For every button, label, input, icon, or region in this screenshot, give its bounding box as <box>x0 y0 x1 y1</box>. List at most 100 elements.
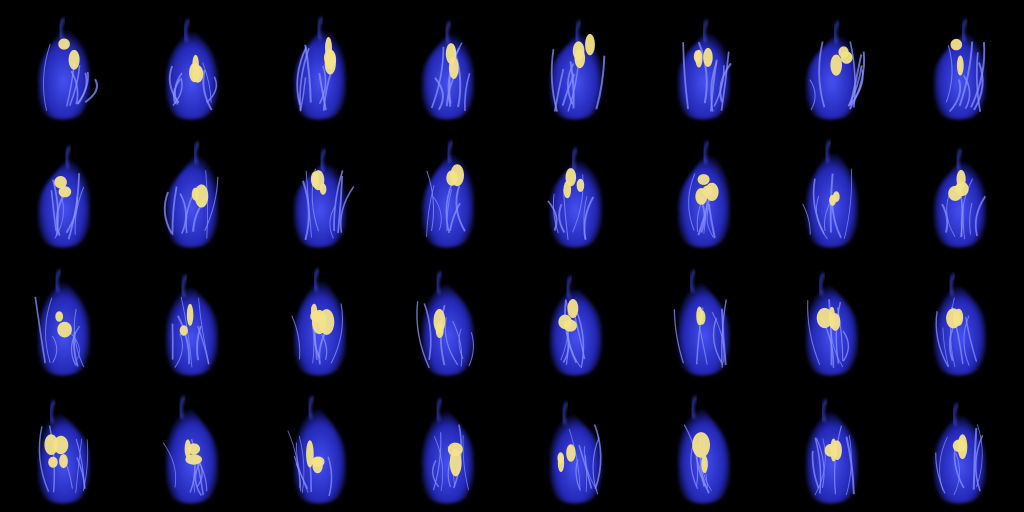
flame-core <box>832 191 840 203</box>
flame-frame <box>640 128 768 256</box>
flame-core <box>576 178 585 192</box>
flame-tip <box>952 402 959 426</box>
flame-wisp <box>949 79 962 113</box>
flame-sprite <box>162 395 219 504</box>
flame-sprite <box>677 140 731 248</box>
flame-core <box>558 314 572 330</box>
flame-wisp <box>444 317 459 366</box>
flame-frame <box>256 256 384 384</box>
flame-wisp <box>204 176 219 232</box>
flame-wisp <box>584 455 588 493</box>
flame-sprite <box>549 20 606 120</box>
flame-wisp <box>50 190 57 232</box>
flame-wisp <box>305 170 313 238</box>
flame-tip <box>833 20 840 44</box>
flame-tip <box>435 271 443 295</box>
flame-tip <box>49 400 56 424</box>
flame-sprite <box>933 273 987 376</box>
flame-frame <box>896 384 1024 512</box>
flame-wisp <box>34 296 46 364</box>
flame-sprite <box>163 141 219 248</box>
flame-core <box>312 457 323 474</box>
flame-wisp <box>298 436 305 493</box>
flame-core <box>447 442 463 457</box>
flame-wisp <box>43 44 51 112</box>
flame-tip <box>183 19 191 43</box>
flame-wisp <box>710 59 718 112</box>
flame-frame <box>0 0 128 128</box>
flame-wisp <box>194 463 202 496</box>
flame-core <box>450 164 464 187</box>
flame-wisp <box>287 430 301 489</box>
flame-body <box>677 26 731 120</box>
flame-tip <box>949 273 956 297</box>
flame-wisp <box>446 189 453 232</box>
flame-core <box>58 38 70 50</box>
flame-wisp <box>719 62 732 103</box>
flame-sprite <box>549 401 603 504</box>
flame-wisp <box>202 62 212 103</box>
flame-frame <box>768 256 896 384</box>
flame-wisp <box>296 442 309 493</box>
flame-wisp <box>945 45 953 103</box>
flame-wisp <box>963 315 970 366</box>
flame-sprite <box>802 139 859 248</box>
flame-wisp <box>697 41 708 104</box>
flame-wisp <box>848 69 864 107</box>
flame-wisp <box>688 173 696 231</box>
flame-tip <box>193 141 200 165</box>
flame-wisp <box>205 170 208 239</box>
flame-wisp <box>814 438 826 496</box>
flame-core <box>48 456 58 468</box>
flame-tip <box>571 147 578 171</box>
flame-frame <box>512 256 640 384</box>
flame-core <box>433 308 446 334</box>
flame-wisp <box>202 69 213 111</box>
flame-core <box>54 176 67 189</box>
flame-sprite <box>805 20 866 120</box>
flame-wisp <box>713 65 725 107</box>
flame-tip <box>435 398 443 422</box>
flame-sprite <box>933 148 987 248</box>
flame-frame <box>384 256 512 384</box>
flame-wisp <box>802 203 811 235</box>
flame-core <box>324 53 336 75</box>
flame-tip <box>313 268 320 292</box>
flame-frame <box>256 128 384 256</box>
flame-wisp <box>567 62 575 105</box>
flame-wisp <box>941 203 949 233</box>
flame-wisp <box>330 303 344 364</box>
flame-tip <box>561 401 569 425</box>
flame-wisp <box>843 168 853 239</box>
flame-wisp <box>52 179 59 236</box>
flame-core <box>956 55 964 76</box>
flame-core <box>816 307 833 329</box>
flame-wisp <box>434 77 444 111</box>
flame-wisp <box>333 170 344 232</box>
flame-frame <box>0 256 128 384</box>
flame-frame <box>384 384 512 512</box>
flame-wisp <box>452 320 463 367</box>
flame-sprite <box>677 19 732 120</box>
flame-core <box>58 186 72 198</box>
flame-core <box>55 311 64 322</box>
flame-frame <box>768 0 896 128</box>
flame-frame <box>768 128 896 256</box>
flame-wisp <box>833 425 843 495</box>
flame-frame <box>128 256 256 384</box>
flame-wisp <box>569 61 575 109</box>
flame-wisp <box>327 456 333 497</box>
flame-wisp <box>835 301 842 364</box>
flame-tip <box>690 395 698 419</box>
flame-tip <box>317 16 324 41</box>
flame-core <box>68 49 80 70</box>
flame-wisp <box>318 73 327 111</box>
flame-wisp <box>339 186 355 233</box>
flame-core <box>693 50 701 63</box>
flame-tip <box>566 275 573 299</box>
flame-wisp <box>433 196 442 231</box>
flame-core <box>957 434 968 460</box>
flame-frame <box>0 128 128 256</box>
flame-wisp <box>168 65 180 104</box>
flame-wisp <box>575 459 581 491</box>
